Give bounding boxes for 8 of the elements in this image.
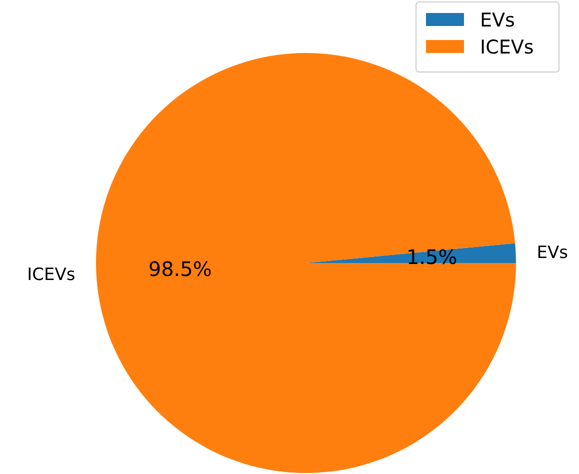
pie-slice — [96, 53, 516, 473]
slice-label: EVs — [536, 243, 568, 264]
pie-slice — [306, 243, 516, 263]
slice-label: ICEVs — [27, 264, 76, 285]
legend-label: ICEVs — [480, 36, 534, 59]
data-label: 1.5% — [406, 245, 458, 270]
legend-label: EVs — [480, 10, 515, 32]
data-label: 98.5% — [148, 256, 212, 281]
